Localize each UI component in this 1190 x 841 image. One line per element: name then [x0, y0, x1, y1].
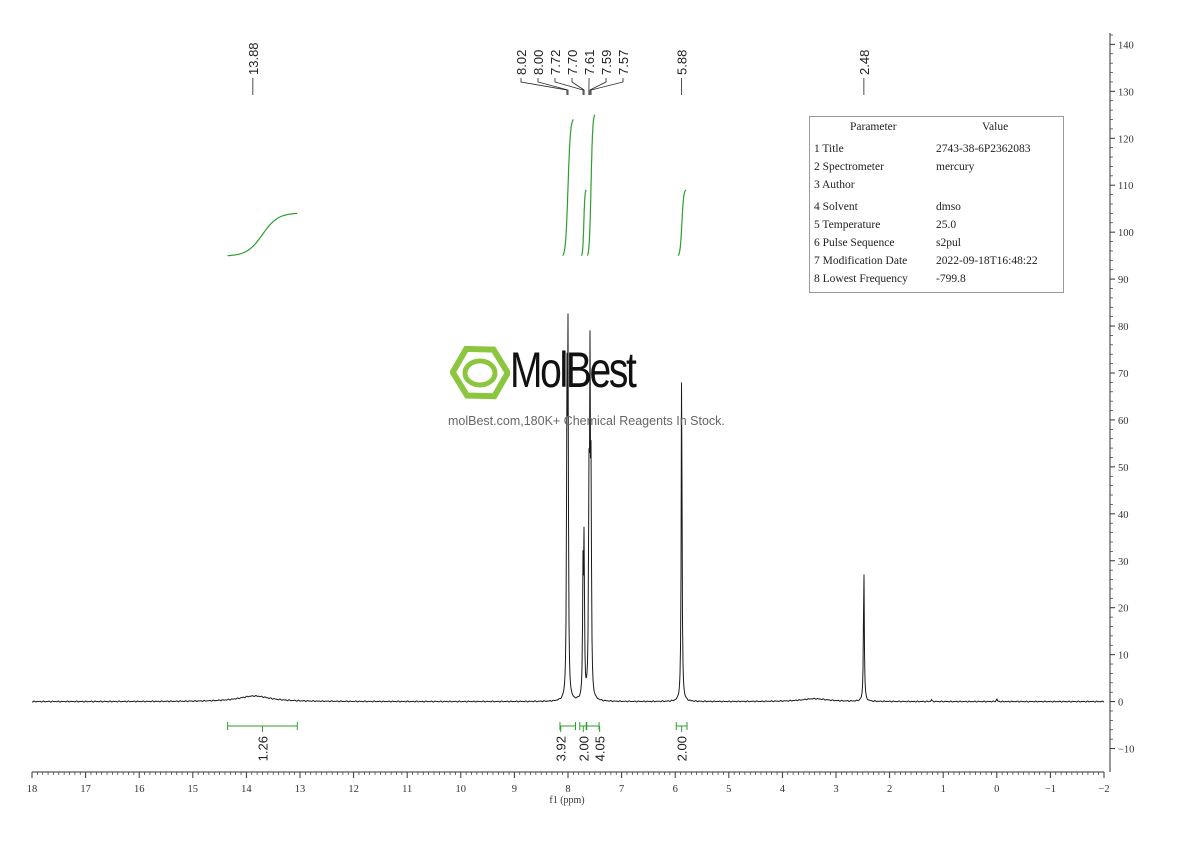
x-tick-label: −2: [1098, 784, 1109, 795]
param-row-value: s2pul: [936, 237, 961, 249]
parameter-table: Parameter Value 1 Title 2743-38-6P2362083…: [809, 116, 1064, 293]
y-tick-label: 20: [1118, 604, 1129, 615]
y-tick-label: 40: [1118, 510, 1129, 521]
y-tick-label: −10: [1118, 745, 1134, 756]
y-tick-label: 30: [1118, 557, 1129, 568]
x-tick-label: 5: [726, 784, 731, 795]
y-tick-label: 0: [1118, 698, 1123, 709]
x-axis: 18 17 16 15 14 13 12 11 10 9 8 7 6 5 4 3 2 1 0 −1 −2: [27, 771, 1110, 795]
peak-label-leader: [589, 78, 607, 95]
param-row-label: 3 Author: [814, 179, 855, 191]
benzene-logo-icon: [450, 345, 510, 400]
x-tick-label: 15: [188, 784, 199, 795]
peak-label-leader: [520, 78, 568, 95]
param-row-label: 6 Pulse Sequence: [814, 237, 895, 249]
x-axis-label: f1 (ppm): [549, 795, 584, 806]
param-row-label: 7 Modification Date: [814, 255, 908, 267]
integral-value: 4.05: [593, 736, 608, 761]
value-header: Value: [982, 121, 1009, 133]
y-tick-label: 10: [1118, 651, 1129, 662]
param-row-value: -799.8: [936, 273, 966, 285]
y-tick-label: 120: [1118, 134, 1134, 145]
param-row-label: 2 Spectrometer: [814, 161, 884, 173]
peak-label: 8.00: [531, 50, 546, 75]
x-tick-label: 1: [941, 784, 946, 795]
x-tick-label: 11: [402, 784, 412, 795]
x-tick-label: 16: [134, 784, 145, 795]
x-tick-label: 7: [619, 784, 624, 795]
y-tick-label: 60: [1118, 416, 1129, 427]
param-row-value: dmso: [936, 201, 961, 213]
spectrum: [31, 313, 1105, 703]
x-tick-label: 18: [27, 784, 38, 795]
x-tick-label: 13: [295, 784, 306, 795]
peak-label: 7.59: [599, 50, 614, 75]
integral-curve: [227, 212, 298, 257]
watermark-tagline: molBest.com,180K+ Chemical Reagents In S…: [448, 414, 725, 428]
param-row-label: 5 Temperature: [814, 219, 881, 231]
integral-curves: [227, 114, 687, 257]
spectrum-line: [31, 313, 1105, 703]
y-tick-label: 100: [1118, 228, 1134, 239]
x-tick-label: 17: [80, 784, 91, 795]
peak-label: 5.88: [675, 50, 690, 75]
peak-label: 8.02: [514, 50, 529, 75]
peak-label: 7.72: [548, 50, 563, 75]
param-row-value: 2022-09-18T16:48:22: [936, 255, 1038, 267]
integral-brackets: 1.26 3.92 2.00 4.05 2.00: [227, 722, 690, 761]
watermark-brand: MolBest: [510, 342, 637, 398]
y-tick-label: 70: [1118, 369, 1129, 380]
param-row-label: 8 Lowest Frequency: [814, 273, 908, 285]
watermark: MolBest molBest.com,180K+ Chemical Reage…: [448, 342, 748, 433]
integral-curve: [562, 119, 574, 257]
peak-label: 2.48: [857, 50, 872, 75]
x-tick-label: −1: [1045, 784, 1056, 795]
integral-value: 1.26: [255, 736, 270, 761]
x-tick-label: 4: [780, 784, 786, 795]
x-tick-label: 0: [994, 784, 999, 795]
param-header: Parameter: [850, 121, 897, 133]
y-tick-label: 90: [1118, 275, 1129, 286]
peak-label: 7.70: [565, 50, 580, 75]
peak-label: 7.61: [582, 50, 597, 75]
param-row-value: mercury: [936, 161, 975, 173]
peak-label: 13.88: [246, 42, 261, 75]
param-row-value: 2743-38-6P2362083: [936, 143, 1031, 155]
peak-label: 7.57: [616, 50, 631, 75]
peak-label-leader: [590, 78, 624, 95]
peak-labels: 13.88 8.02 8.00 7.72 7.70 7.61 7.59 7.57 5.88 2.4…: [246, 42, 872, 95]
peak-label-leader: [537, 78, 569, 95]
peak-label-leader: [571, 78, 585, 95]
y-tick-label: 50: [1118, 463, 1129, 474]
integral-value: 2.00: [675, 736, 690, 761]
param-row-label: 4 Solvent: [814, 201, 858, 213]
x-tick-label: 12: [348, 784, 359, 795]
y-tick-label: 80: [1118, 322, 1129, 333]
x-tick-label: 2: [887, 784, 892, 795]
y-tick-label: 140: [1118, 40, 1134, 51]
y-tick-label: 130: [1118, 87, 1134, 98]
integral-curve: [586, 114, 596, 256]
integral-curve: [580, 189, 587, 257]
param-row-label: 1 Title: [814, 143, 844, 155]
integral-value: 2.00: [576, 736, 591, 761]
x-tick-label: 6: [673, 784, 678, 795]
peak-label-leader: [554, 78, 584, 95]
x-tick-label: 14: [241, 784, 252, 795]
integral-curve: [677, 189, 687, 257]
y-tick-label: 110: [1118, 181, 1133, 192]
x-tick-label: 9: [512, 784, 517, 795]
x-tick-label: 3: [833, 784, 838, 795]
x-tick-label: 10: [456, 784, 467, 795]
param-row-value: 25.0: [936, 219, 957, 231]
x-tick-label: 8: [565, 784, 570, 795]
integral-value: 3.92: [554, 736, 569, 761]
